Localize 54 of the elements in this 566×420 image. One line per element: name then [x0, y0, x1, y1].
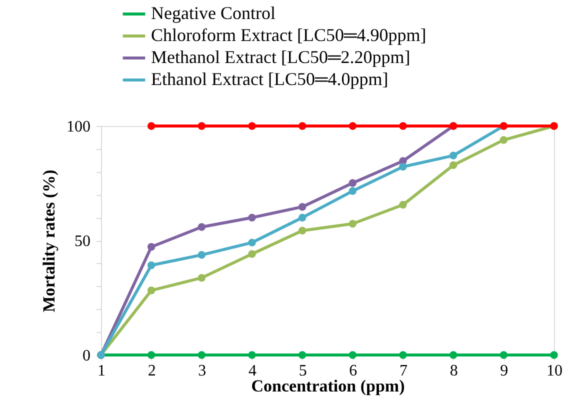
x-tick-label: 7 [400, 362, 408, 380]
point [298, 351, 306, 359]
point [248, 122, 256, 130]
point [298, 122, 306, 130]
point [550, 351, 558, 359]
point [399, 200, 407, 209]
point [198, 223, 206, 231]
point [147, 122, 156, 130]
legend-label: Negative Control [151, 3, 276, 23]
point [147, 243, 156, 251]
legend-label: Ethanol Extract [LC50═4.0ppm] [151, 69, 388, 89]
point [348, 351, 357, 359]
point [298, 226, 306, 235]
point [248, 250, 256, 258]
point [298, 202, 306, 211]
point [198, 251, 206, 259]
point [348, 122, 357, 130]
point [449, 161, 458, 170]
y-tick-label: 50 [74, 233, 90, 250]
point [298, 214, 306, 222]
point [198, 274, 206, 282]
x-tick-label: 4 [248, 362, 256, 380]
point [348, 220, 357, 228]
x-axis-title: Concentration (ppm) [251, 376, 405, 396]
x-tick-label: 8 [450, 362, 458, 380]
point [147, 351, 156, 359]
x-tick-label: 6 [349, 362, 358, 380]
point [348, 179, 357, 187]
point [399, 122, 407, 130]
legend-label: Methanol Extract [LC50═2.20ppm] [151, 47, 410, 67]
legend-label: Chloroform Extract [LC50═4.90ppm] [151, 25, 426, 45]
point [449, 152, 458, 160]
y-tick-label: 0 [82, 348, 90, 364]
x-tick-label: 3 [198, 362, 206, 380]
point [248, 214, 256, 222]
point [198, 351, 206, 359]
point [147, 286, 156, 294]
x-tick-label: 1 [98, 362, 106, 380]
point [399, 162, 407, 171]
point [449, 351, 458, 359]
y-tick-label: 100 [66, 118, 90, 136]
x-tick-label: 10 [546, 362, 562, 380]
x-tick-label: 5 [298, 362, 307, 380]
x-tick-label: 2 [148, 362, 156, 380]
point [399, 351, 407, 359]
x-tick-label: 9 [500, 362, 508, 380]
point [198, 122, 206, 130]
point [500, 351, 508, 359]
point [348, 187, 357, 195]
point [500, 136, 508, 144]
point [248, 351, 256, 359]
point [147, 261, 156, 270]
y-axis-title: Mortality rates (%) [40, 170, 58, 312]
point [248, 238, 256, 246]
